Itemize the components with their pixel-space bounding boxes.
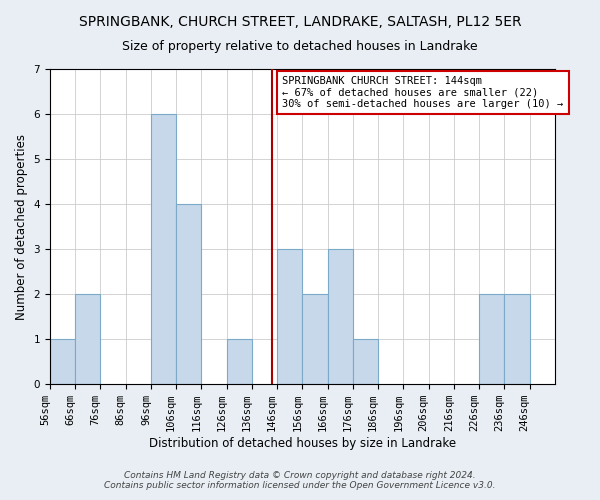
Bar bbox=[277, 249, 302, 384]
Bar bbox=[479, 294, 505, 384]
Bar bbox=[151, 114, 176, 384]
Bar bbox=[50, 339, 75, 384]
Bar bbox=[75, 294, 100, 384]
Bar bbox=[176, 204, 202, 384]
Text: SPRINGBANK CHURCH STREET: 144sqm
← 67% of detached houses are smaller (22)
30% o: SPRINGBANK CHURCH STREET: 144sqm ← 67% o… bbox=[282, 76, 563, 109]
X-axis label: Distribution of detached houses by size in Landrake: Distribution of detached houses by size … bbox=[149, 437, 456, 450]
Bar bbox=[328, 249, 353, 384]
Text: Contains HM Land Registry data © Crown copyright and database right 2024.
Contai: Contains HM Land Registry data © Crown c… bbox=[104, 470, 496, 490]
Y-axis label: Number of detached properties: Number of detached properties bbox=[15, 134, 28, 320]
Bar bbox=[227, 339, 252, 384]
Text: SPRINGBANK, CHURCH STREET, LANDRAKE, SALTASH, PL12 5ER: SPRINGBANK, CHURCH STREET, LANDRAKE, SAL… bbox=[79, 15, 521, 29]
Text: Size of property relative to detached houses in Landrake: Size of property relative to detached ho… bbox=[122, 40, 478, 53]
Bar bbox=[505, 294, 530, 384]
Bar bbox=[302, 294, 328, 384]
Bar bbox=[353, 339, 378, 384]
